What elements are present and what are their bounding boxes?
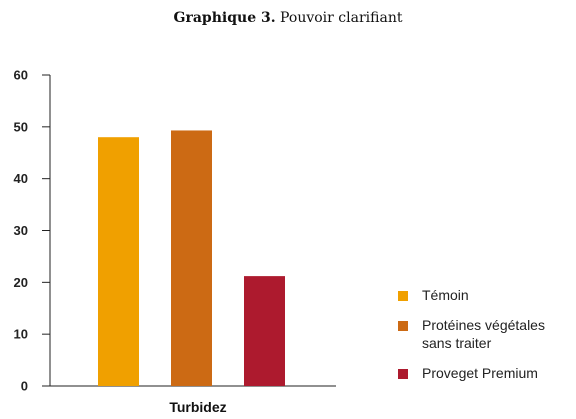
legend-swatch bbox=[398, 369, 408, 379]
bar-2 bbox=[171, 130, 212, 386]
x-axis-label: Turbidez bbox=[169, 399, 226, 415]
bar-3 bbox=[244, 276, 285, 386]
y-tick-label: 60 bbox=[14, 68, 28, 83]
legend-swatch bbox=[398, 291, 408, 301]
y-axis: 0 10 20 30 40 50 60 bbox=[14, 68, 51, 394]
y-tick-label: 30 bbox=[14, 223, 28, 238]
chart-title: Graphique 3. Pouvoir clarifiant bbox=[0, 10, 576, 26]
legend-swatch bbox=[398, 321, 408, 331]
legend-item-proteines: Protéines végétales sans traiter bbox=[398, 316, 576, 352]
bars bbox=[98, 130, 285, 386]
bar-1 bbox=[98, 137, 139, 386]
legend-item-temoin: Témoin bbox=[398, 286, 576, 304]
y-tick-label: 50 bbox=[14, 119, 28, 134]
legend-label: Témoin bbox=[422, 287, 469, 303]
y-tick-label: 0 bbox=[21, 379, 28, 394]
legend-item-proveget: Proveget Premium bbox=[398, 364, 576, 382]
legend-label: Protéines végétales sans traiter bbox=[422, 317, 545, 351]
chart-title-text: Pouvoir clarifiant bbox=[280, 10, 403, 26]
chart-title-number: Graphique 3. bbox=[173, 10, 276, 26]
y-tick-label: 20 bbox=[14, 275, 28, 290]
legend: Témoin Protéines végétales sans traiter … bbox=[398, 286, 576, 394]
y-tick-label: 10 bbox=[14, 327, 28, 342]
y-tick-label: 40 bbox=[14, 171, 28, 186]
legend-label: Proveget Premium bbox=[422, 365, 538, 381]
